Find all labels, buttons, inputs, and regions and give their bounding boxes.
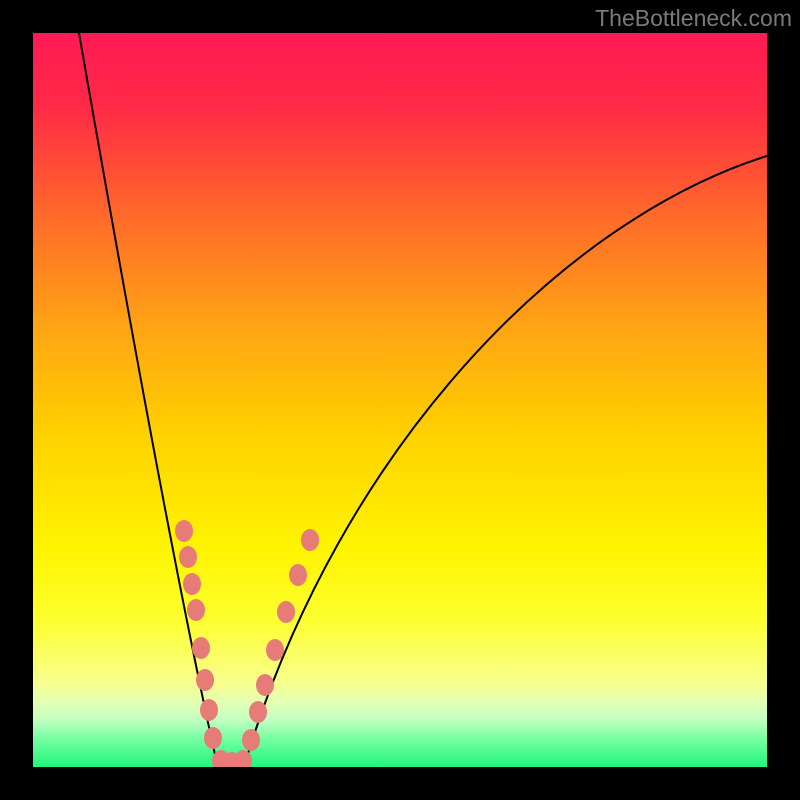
marker-right xyxy=(266,639,284,661)
marker-left xyxy=(179,546,197,568)
marker-left xyxy=(175,520,193,542)
bottleneck-curve xyxy=(0,0,800,800)
marker-right xyxy=(242,729,260,751)
marker-right xyxy=(249,701,267,723)
marker-left xyxy=(196,669,214,691)
marker-right xyxy=(289,564,307,586)
marker-right xyxy=(256,674,274,696)
marker-right xyxy=(301,529,319,551)
marker-right xyxy=(277,601,295,623)
marker-left xyxy=(187,599,205,621)
marker-left xyxy=(200,699,218,721)
watermark-text: TheBottleneck.com xyxy=(595,5,792,32)
curve-path xyxy=(75,10,770,766)
marker-left xyxy=(183,573,201,595)
marker-valley xyxy=(234,750,252,772)
marker-left xyxy=(204,727,222,749)
marker-left xyxy=(192,637,210,659)
